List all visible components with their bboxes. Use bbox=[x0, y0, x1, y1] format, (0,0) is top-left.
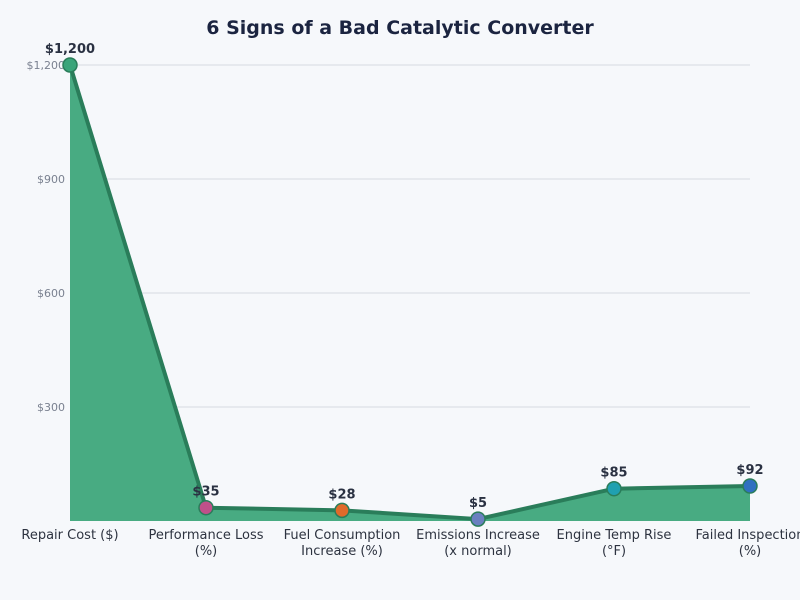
data-label: $85 bbox=[600, 466, 627, 481]
x-tick-label: Fuel Consumption bbox=[284, 528, 401, 543]
chart-title: 6 Signs of a Bad Catalytic Converter bbox=[206, 17, 594, 39]
data-label: $28 bbox=[328, 487, 355, 502]
area-fill bbox=[70, 65, 750, 521]
x-tick-label: (%) bbox=[195, 544, 218, 559]
x-tick-label: (%) bbox=[739, 544, 762, 559]
data-point bbox=[334, 502, 350, 519]
data-label: $92 bbox=[736, 463, 763, 478]
x-tick-label: Engine Temp Rise bbox=[557, 528, 672, 543]
x-tick-label: Repair Cost ($) bbox=[21, 528, 118, 543]
data-label: $5 bbox=[469, 496, 487, 511]
data-label: $35 bbox=[192, 485, 219, 500]
data-point bbox=[62, 57, 78, 73]
x-tick-label: Failed Inspection bbox=[695, 528, 800, 543]
data-point bbox=[606, 480, 622, 497]
y-tick-label: $900 bbox=[37, 173, 65, 186]
x-tick-label: Performance Loss bbox=[148, 528, 263, 543]
x-tick-label: Increase (%) bbox=[301, 544, 383, 559]
y-tick-label: $300 bbox=[37, 401, 65, 414]
series-line bbox=[68, 64, 751, 522]
y-tick-label: $600 bbox=[37, 287, 65, 300]
x-tick-label: Emissions Increase bbox=[416, 528, 540, 543]
data-point bbox=[198, 499, 214, 516]
data-point bbox=[470, 511, 486, 527]
x-tick-label: (°F) bbox=[602, 544, 626, 559]
y-tick-label: $1,200 bbox=[27, 59, 66, 72]
x-tick-label: (x normal) bbox=[444, 544, 512, 559]
data-point bbox=[742, 478, 758, 494]
data-label: $1,200 bbox=[45, 42, 95, 57]
